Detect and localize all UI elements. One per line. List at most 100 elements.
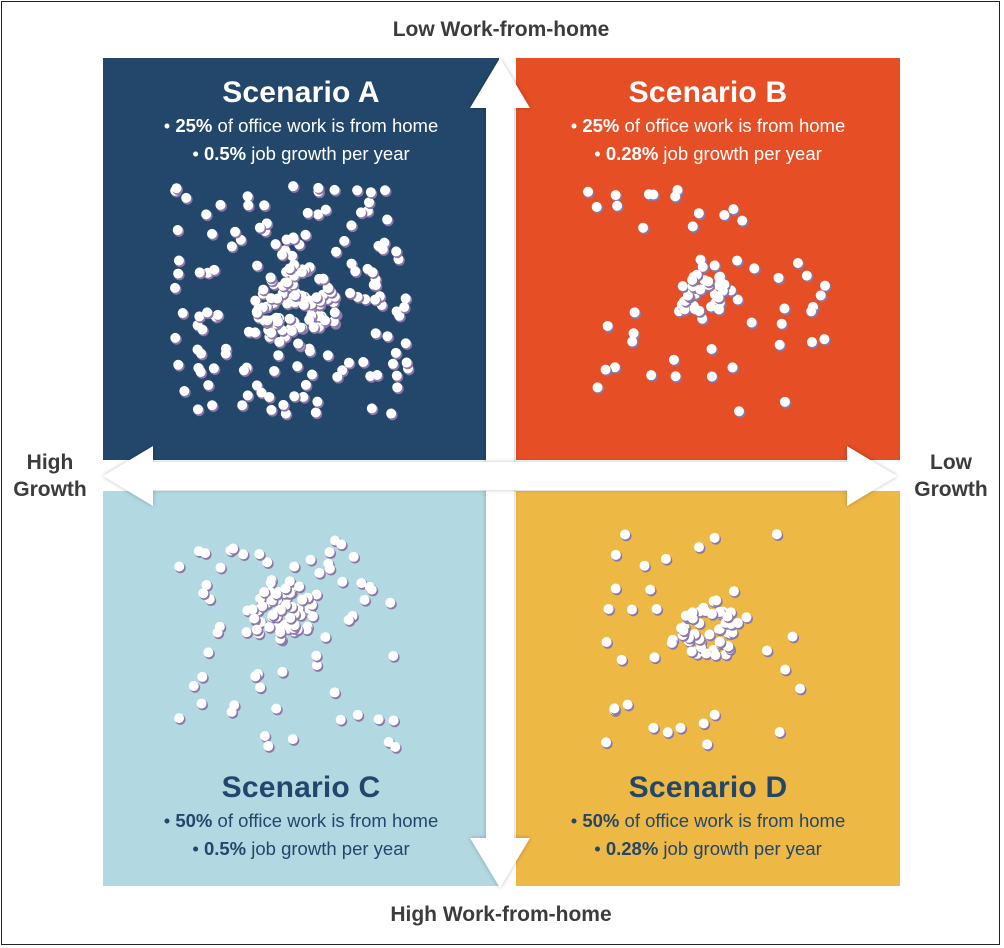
dot — [311, 292, 322, 303]
dot — [262, 315, 273, 326]
dot — [259, 587, 270, 598]
dot — [662, 727, 673, 738]
scenario-b-wfh-text: of office work is from home — [619, 115, 846, 136]
dot — [646, 370, 657, 381]
dot — [706, 371, 717, 382]
dot — [320, 204, 331, 215]
dot — [616, 654, 627, 665]
scenario-c-title: Scenario C — [221, 771, 381, 804]
dot — [787, 631, 798, 642]
dot — [386, 408, 397, 419]
dot — [728, 586, 739, 597]
dot — [706, 301, 717, 312]
dot — [686, 646, 697, 657]
dot — [179, 385, 190, 396]
dot — [780, 664, 791, 675]
dot — [243, 200, 254, 211]
dot — [270, 239, 281, 250]
dot — [610, 549, 621, 560]
dot — [275, 604, 286, 615]
dot — [212, 627, 223, 638]
dot — [346, 220, 357, 231]
scenario-a-wfh-value: 25% — [175, 115, 213, 136]
dot — [278, 399, 289, 410]
scenario-c-wfh-value: 50% — [175, 810, 213, 831]
dot — [709, 532, 720, 543]
dot — [289, 561, 300, 572]
dot — [296, 267, 307, 278]
scenario-c-dot-cloud — [174, 535, 402, 754]
dot — [237, 400, 248, 411]
dot — [668, 354, 679, 365]
dot — [629, 307, 640, 318]
dot — [399, 302, 410, 313]
dot — [194, 311, 205, 322]
dot — [329, 307, 340, 318]
dot — [339, 235, 350, 246]
dot — [241, 627, 252, 638]
dot — [651, 603, 662, 614]
dot — [773, 272, 784, 283]
dot — [195, 366, 206, 377]
dot — [251, 624, 262, 635]
dot — [173, 359, 184, 370]
dot — [310, 407, 321, 418]
dot — [188, 681, 199, 692]
dot — [359, 594, 370, 605]
dot — [792, 258, 803, 269]
dot — [251, 307, 262, 318]
dot — [795, 683, 806, 694]
dot — [324, 563, 335, 574]
dot — [677, 281, 688, 292]
dot — [709, 260, 720, 271]
dot — [242, 390, 253, 401]
dot — [198, 588, 209, 599]
scenario-b-growth-line: • 0.28% job growth per year — [516, 142, 900, 166]
dot — [286, 325, 297, 336]
dot — [288, 233, 299, 244]
dot — [364, 197, 375, 208]
dot — [264, 391, 275, 402]
dot — [370, 294, 381, 305]
axis-label-left: High Growth — [4, 449, 96, 503]
scenario-d-wfh-text: of office work is from home — [619, 810, 846, 831]
dot — [732, 617, 743, 628]
dot — [271, 703, 282, 714]
scenario-d-growth-line: • 0.28% job growth per year — [516, 837, 900, 861]
dot — [250, 671, 261, 682]
dot — [277, 666, 288, 677]
dot — [610, 190, 621, 201]
dot — [762, 645, 773, 656]
dot — [713, 304, 724, 315]
scenario-d-title: Scenario D — [628, 771, 788, 804]
dot — [305, 554, 316, 565]
dot — [200, 548, 211, 559]
dot — [202, 307, 213, 318]
scenario-a-dot-cloud — [170, 181, 415, 421]
dot — [208, 363, 219, 374]
dot — [197, 324, 208, 335]
scenario-c-growth-line: • 0.5% job growth per year — [103, 837, 499, 861]
dot — [746, 317, 757, 328]
dot — [171, 183, 182, 194]
dot — [704, 629, 715, 640]
dot — [300, 379, 311, 390]
dot — [600, 364, 611, 375]
dot — [713, 292, 724, 303]
scenario-d-dot-cloud — [601, 529, 807, 752]
dot — [264, 622, 275, 633]
dot — [177, 308, 188, 319]
dot — [771, 529, 782, 540]
scenario-b-wfh-line: • 25% of office work is from home — [516, 114, 900, 138]
dot — [238, 549, 249, 560]
dot — [639, 560, 650, 571]
dot — [776, 318, 787, 329]
dot — [311, 650, 322, 661]
dot — [714, 636, 725, 647]
dot — [734, 406, 745, 417]
dot — [298, 299, 309, 310]
dot — [806, 337, 817, 348]
dot — [209, 264, 220, 275]
dot — [392, 382, 403, 393]
dot — [670, 371, 681, 382]
